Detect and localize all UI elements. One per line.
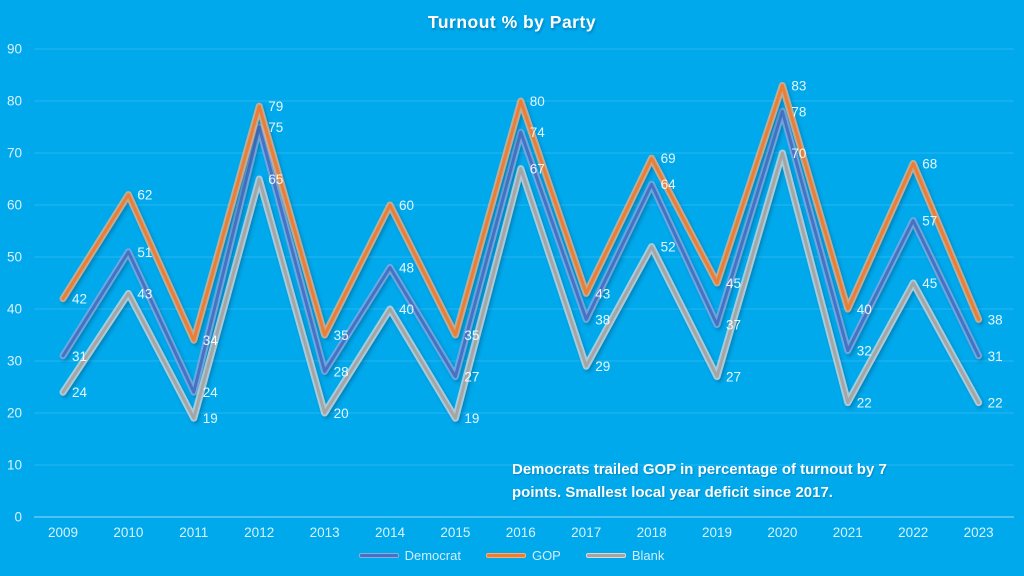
data-label-gop-2010: 62 <box>137 188 152 203</box>
data-label-democrat-2022: 57 <box>922 214 937 229</box>
series-line-democrat <box>59 107 983 396</box>
data-label-democrat-2010: 51 <box>137 245 152 260</box>
y-tick-label: 90 <box>7 42 22 57</box>
data-label-gop-2011: 34 <box>203 333 219 348</box>
chart-title: Turnout % by Party <box>427 12 597 32</box>
x-tick-label: 2022 <box>898 525 928 540</box>
data-label-gop-2009: 42 <box>72 292 87 307</box>
x-tick-label: 2015 <box>440 525 470 540</box>
data-label-democrat-2023: 31 <box>988 349 1003 364</box>
data-label-gop-2023: 38 <box>988 312 1003 327</box>
data-label-gop-2020: 83 <box>791 78 806 93</box>
x-tick-label: 2012 <box>244 525 274 540</box>
x-tick-label: 2013 <box>310 525 340 540</box>
legend-label-democrat: Democrat <box>404 548 461 563</box>
y-tick-label: 80 <box>7 94 22 109</box>
series-core-gop <box>61 83 981 342</box>
data-label-blank-2017: 29 <box>595 359 610 374</box>
legend-item-democrat: Democrat <box>359 548 461 563</box>
series-halo-democrat <box>59 107 983 396</box>
data-label-gop-2014: 60 <box>399 198 414 213</box>
data-label-democrat-2018: 64 <box>661 177 677 192</box>
legend-label-blank: Blank <box>631 548 665 563</box>
data-label-blank-2022: 45 <box>922 276 937 291</box>
chart-legend: Democrat GOP Blank <box>0 548 1024 563</box>
data-label-democrat-2017: 38 <box>595 312 610 327</box>
y-tick-label: 40 <box>7 302 22 317</box>
x-tick-label: 2023 <box>964 525 994 540</box>
y-tick-label: 30 <box>7 354 22 369</box>
y-tick-label: 10 <box>7 458 22 473</box>
x-tick-label: 2020 <box>767 525 797 540</box>
series-halo-gop <box>59 81 983 344</box>
x-tick-label: 2010 <box>113 525 143 540</box>
data-label-blank-2010: 43 <box>137 286 152 301</box>
data-label-blank-2018: 52 <box>661 240 676 255</box>
data-label-gop-2019: 45 <box>726 276 741 291</box>
data-label-blank-2015: 19 <box>464 411 479 426</box>
data-label-gop-2018: 69 <box>661 151 676 166</box>
data-label-blank-2012: 65 <box>268 172 283 187</box>
annotation-line-1: Democrats trailed GOP in percentage of t… <box>512 461 887 478</box>
y-tick-label: 0 <box>14 510 22 525</box>
data-label-blank-2023: 22 <box>988 396 1003 411</box>
x-tick-label: 2019 <box>702 525 732 540</box>
x-tick-label: 2018 <box>637 525 667 540</box>
data-label-democrat-2020: 78 <box>791 104 806 119</box>
x-tick-label: 2017 <box>571 525 601 540</box>
annotation-line-2: points. Smallest local year deficit sinc… <box>512 484 833 501</box>
legend-swatch-blank <box>586 554 625 557</box>
data-label-blank-2009: 24 <box>72 385 88 400</box>
data-label-gop-2016: 80 <box>530 94 545 109</box>
legend-item-gop: GOP <box>486 548 561 563</box>
data-label-blank-2021: 22 <box>857 396 872 411</box>
data-label-gop-2015: 35 <box>464 328 479 343</box>
data-label-blank-2011: 19 <box>203 411 218 426</box>
x-tick-label: 2009 <box>48 525 78 540</box>
legend-swatch-gop <box>486 554 525 557</box>
data-label-gop-2012: 79 <box>268 99 283 114</box>
data-label-blank-2013: 20 <box>334 406 349 421</box>
series-line-gop <box>59 81 983 344</box>
y-tick-label: 50 <box>7 250 22 265</box>
data-label-democrat-2012: 75 <box>268 120 283 135</box>
data-label-democrat-2021: 32 <box>857 344 872 359</box>
data-label-democrat-2011: 24 <box>203 385 219 400</box>
data-label-gop-2021: 40 <box>857 302 872 317</box>
x-tick-label: 2011 <box>179 525 208 540</box>
data-label-gop-2017: 43 <box>595 286 610 301</box>
series-core-blank <box>61 151 981 420</box>
data-label-democrat-2009: 31 <box>72 349 87 364</box>
y-tick-label: 20 <box>7 406 22 421</box>
data-label-democrat-2013: 28 <box>334 364 349 379</box>
series-line-blank <box>59 149 983 422</box>
data-label-blank-2019: 27 <box>726 370 741 385</box>
data-label-democrat-2015: 27 <box>464 370 479 385</box>
data-label-democrat-2014: 48 <box>399 260 414 275</box>
annotation-text: Democrats trailed GOP in percentage of t… <box>512 458 982 504</box>
data-label-blank-2014: 40 <box>399 302 414 317</box>
x-tick-label: 2021 <box>833 525 863 540</box>
x-tick-label: 2016 <box>506 525 536 540</box>
legend-label-gop: GOP <box>531 548 561 563</box>
data-label-blank-2016: 67 <box>530 162 545 177</box>
data-label-gop-2013: 35 <box>334 328 349 343</box>
data-label-blank-2020: 70 <box>791 146 806 161</box>
series-core-democrat <box>61 109 981 394</box>
data-label-democrat-2019: 37 <box>726 318 741 333</box>
legend-item-blank: Blank <box>586 548 665 563</box>
data-label-gop-2022: 68 <box>922 156 937 171</box>
data-label-democrat-2016: 74 <box>530 125 546 140</box>
y-tick-label: 70 <box>7 146 22 161</box>
x-tick-label: 2014 <box>375 525 406 540</box>
legend-swatch-democrat <box>359 554 398 557</box>
y-tick-label: 60 <box>7 198 22 213</box>
